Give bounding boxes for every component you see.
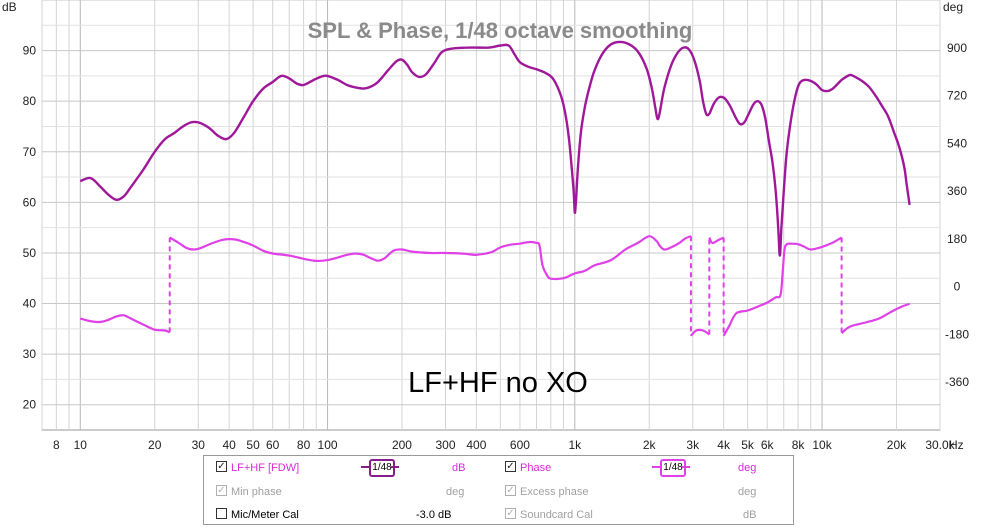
x-tick-label: 3k — [686, 438, 700, 452]
phase-unit: deg — [738, 462, 757, 474]
excess-phase-unit: deg — [738, 486, 757, 498]
x-tick-label: 10 — [74, 438, 88, 452]
soundcard-cal-checkbox[interactable]: ✓ — [505, 508, 516, 519]
legend-row-min-phase: ✓ Min phase deg ✓ Excess phase deg — [204, 482, 793, 502]
left-tick-label: 20 — [23, 398, 37, 412]
spl-phase-chart: 8 10 20 30 40 50 60 80 100 200 300 400 600 1k 2k 3k 4k 5k… — [2, 0, 969, 452]
min-phase-checkbox[interactable]: ✓ — [216, 485, 227, 496]
x-tick-label: 400 — [466, 438, 486, 452]
left-tick-label: 30 — [23, 347, 37, 361]
x-tick-label: 50 — [246, 438, 260, 452]
x-axis-unit: Hz — [949, 438, 964, 452]
left-tick-label: 60 — [23, 195, 37, 209]
excess-phase-checkbox[interactable]: ✓ — [505, 485, 516, 496]
right-tick-label: -360 — [945, 375, 969, 389]
left-tick-label: 90 — [23, 44, 37, 58]
x-tick-label: 8 — [53, 438, 60, 452]
right-tick-label: -180 — [945, 327, 969, 341]
phase-trace-segment — [840, 302, 910, 334]
x-tick-label: 600 — [510, 438, 530, 452]
right-tick-label: 360 — [947, 184, 967, 198]
legend-panel: ✓ LF+HF [FDW] 1/48 dB ✓ Phase 1/48 deg ✓… — [203, 455, 794, 525]
min-phase-label: Min phase — [231, 486, 282, 498]
x-tick-label: 300 — [435, 438, 455, 452]
phase-trace-segment — [169, 235, 692, 281]
phase-trace-segment — [708, 236, 725, 245]
phase-checkbox[interactable]: ✓ — [505, 461, 516, 472]
x-tick-label: 30 — [192, 438, 206, 452]
x-tick-label: 200 — [392, 438, 412, 452]
phase-smoothing-button[interactable]: 1/48 — [652, 459, 690, 477]
lf-hf-label: LF+HF [FDW] — [231, 462, 300, 474]
right-tick-label: 180 — [947, 232, 967, 246]
lf-hf-smoothing-label: 1/48 — [369, 459, 395, 477]
x-tick-label: 5k — [741, 438, 755, 452]
x-tick-label: 30.0k — [925, 438, 955, 452]
left-axis-unit: dB — [2, 0, 17, 14]
x-tick-label: 4k — [717, 438, 731, 452]
x-tick-label: 10k — [812, 438, 832, 452]
right-tick-label: 720 — [947, 89, 967, 103]
phase-line-swatch-end — [682, 466, 690, 468]
mic-meter-cal-checkbox[interactable] — [216, 508, 227, 519]
lf-hf-line-swatch — [361, 466, 369, 468]
phase-trace-segment — [79, 314, 171, 334]
right-tick-label: 540 — [947, 136, 967, 150]
lf-hf-smoothing-button[interactable]: 1/48 — [361, 459, 399, 477]
x-tick-label: 80 — [297, 438, 311, 452]
mic-meter-cal-value: -3.0 dB — [416, 509, 452, 521]
lf-hf-unit: dB — [452, 462, 466, 474]
x-tick-label: 60 — [266, 438, 280, 452]
soundcard-cal-unit: dB — [743, 509, 757, 521]
min-phase-unit: deg — [446, 486, 465, 498]
plot-area — [41, 0, 941, 431]
excess-phase-label: Excess phase — [520, 486, 589, 498]
phase-line-swatch — [652, 466, 660, 468]
left-tick-label: 70 — [23, 145, 37, 159]
legend-row-lf-hf: ✓ LF+HF [FDW] 1/48 dB ✓ Phase 1/48 deg — [204, 458, 793, 478]
right-tick-label: 900 — [947, 41, 967, 55]
phase-trace-segment — [722, 236, 843, 337]
phase-label: Phase — [520, 462, 552, 474]
x-tick-label: 20 — [148, 438, 162, 452]
lf-hf-checkbox[interactable]: ✓ — [216, 461, 227, 472]
phase-trace-segment — [690, 328, 710, 337]
legend-row-mic-cal: Mic/Meter Cal -3.0 dB ✓ Soundcard Cal dB — [204, 505, 793, 525]
chart-title: SPL & Phase, 1/48 octave smoothing — [308, 18, 693, 43]
left-tick-label: 50 — [23, 246, 37, 260]
mic-meter-cal-label: Mic/Meter Cal — [231, 509, 299, 521]
chart-annotation: LF+HF no XO — [408, 367, 588, 399]
x-tick-label: 1k — [568, 438, 582, 452]
phase-smoothing-label: 1/48 — [660, 459, 686, 477]
x-tick-label: 8k — [792, 438, 806, 452]
x-tick-label: 6k — [761, 438, 775, 452]
spl-trace — [79, 40, 911, 257]
left-tick-label: 80 — [23, 94, 37, 108]
left-tick-label: 40 — [23, 297, 37, 311]
x-tick-label: 2k — [643, 438, 657, 452]
x-tick-label: 100 — [318, 438, 338, 452]
soundcard-cal-label: Soundcard Cal — [520, 509, 593, 521]
lf-hf-line-swatch-end — [391, 466, 399, 468]
right-axis-unit: deg — [943, 0, 963, 14]
right-tick-label: 0 — [954, 280, 961, 294]
x-tick-label: 40 — [222, 438, 236, 452]
x-tick-label: 20k — [887, 438, 907, 452]
